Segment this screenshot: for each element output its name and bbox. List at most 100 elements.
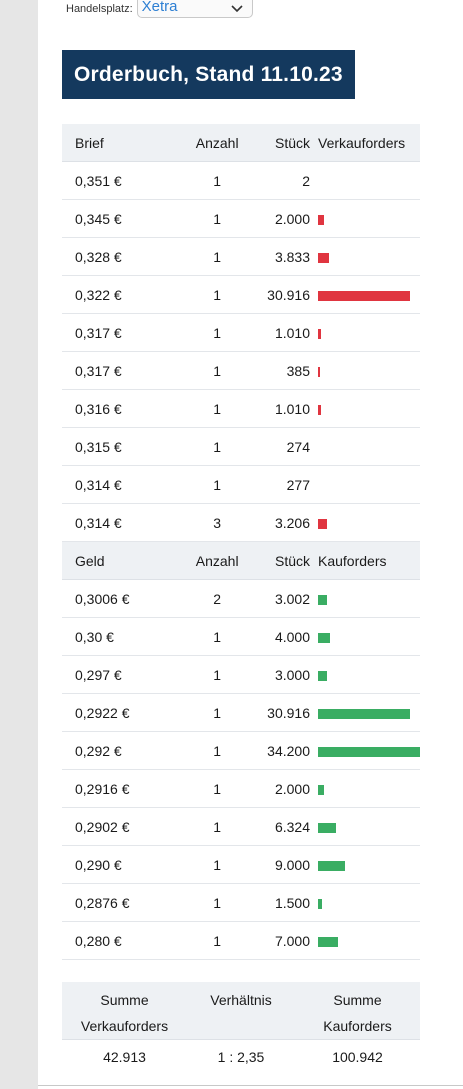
bid-volume-bar xyxy=(318,746,420,757)
ask-volume-bar xyxy=(318,290,410,301)
ask-volume-bar xyxy=(318,518,327,529)
summary-buy-total: 100.942 xyxy=(295,1039,420,1074)
ask-row: 0,317 €1 385 xyxy=(62,351,420,390)
ask-bar-cell xyxy=(318,427,420,466)
chevron-down-icon xyxy=(231,4,243,12)
bid-volume-bar xyxy=(318,670,327,681)
bid-row: 0,290 €1 9.000 xyxy=(62,845,420,884)
ask-count-cell: 1 xyxy=(181,313,253,352)
bid-price-cell: 0,297 € xyxy=(62,655,182,694)
ask-price-cell: 0,314 € xyxy=(62,465,182,504)
bid-volume-bar xyxy=(318,936,338,947)
summary-header-row: Summe Verkauforders Verhältnis Summe Kau… xyxy=(62,982,420,1040)
ask-pieces-cell: 2 xyxy=(252,161,318,200)
divider xyxy=(38,1085,463,1086)
ask-row: 0,345 €1 2.000 xyxy=(62,199,420,238)
bid-pieces-cell: 3.002 xyxy=(252,579,318,618)
ask-bar-cell xyxy=(318,275,420,314)
ask-count-cell: 1 xyxy=(181,237,253,276)
bid-row: 0,2876 €1 1.500 xyxy=(62,883,420,922)
exchange-value: Xetra xyxy=(141,0,178,15)
ask-pieces-cell: 1.010 xyxy=(252,389,318,428)
bid-header-count: Anzahl xyxy=(181,541,253,580)
ask-price-cell: 0,317 € xyxy=(62,351,182,390)
summary-buy-header: Summe Kauforders xyxy=(295,982,420,1040)
bid-row: 0,3006 €2 3.002 xyxy=(62,579,420,618)
ask-row: 0,316 €1 1.010 xyxy=(62,389,420,428)
ask-price-cell: 0,345 € xyxy=(62,199,182,238)
exchange-dropdown[interactable]: Xetra xyxy=(136,0,253,18)
orderbook-panel: Handelsplatz: Xetra Orderbuch, Stand 11.… xyxy=(38,0,463,1089)
ask-price-cell: 0,316 € xyxy=(62,389,182,428)
bid-count-cell: 1 xyxy=(181,883,253,922)
bid-pieces-cell: 4.000 xyxy=(252,617,318,656)
summary-buy-label-line2: Kauforders xyxy=(323,1018,392,1034)
ask-pieces-cell: 385 xyxy=(252,351,318,390)
bid-count-cell: 2 xyxy=(181,579,253,618)
bid-volume-bar xyxy=(318,898,322,909)
ask-header-price: Brief xyxy=(62,124,182,162)
summary-sell-label-line2: Verkauforders xyxy=(80,1018,169,1034)
orderbook-table: Brief Anzahl Stück Verkauforders 0,351 €… xyxy=(62,124,420,960)
bid-pieces-cell: 1.500 xyxy=(252,883,318,922)
bid-bar-cell xyxy=(318,579,420,618)
bid-header-pieces: Stück xyxy=(252,541,318,580)
bid-price-cell: 0,2902 € xyxy=(62,807,182,846)
bid-count-cell: 1 xyxy=(181,807,253,846)
ask-row: 0,317 €1 1.010 xyxy=(62,313,420,352)
bid-volume-bar xyxy=(318,594,327,605)
ask-bar-cell xyxy=(318,161,420,200)
bid-header-row: Geld Anzahl Stück Kauforders xyxy=(62,541,420,580)
ask-volume-bar xyxy=(318,252,329,263)
ask-price-cell: 0,322 € xyxy=(62,275,182,314)
bid-section: Geld Anzahl Stück Kauforders 0,3006 €2 3.… xyxy=(62,541,420,960)
ask-count-cell: 1 xyxy=(181,351,253,390)
bid-bar-cell xyxy=(318,807,420,846)
bid-bar-cell xyxy=(318,617,420,656)
bid-volume-bar xyxy=(318,784,324,795)
bid-bar-cell xyxy=(318,731,420,770)
ask-pieces-cell: 1.010 xyxy=(252,313,318,352)
bid-bar-cell xyxy=(318,655,420,694)
ask-count-cell: 1 xyxy=(181,389,253,428)
bid-bar-cell xyxy=(318,883,420,922)
ask-bar-cell xyxy=(318,313,420,352)
bid-count-cell: 1 xyxy=(181,845,253,884)
ask-price-cell: 0,328 € xyxy=(62,237,182,276)
bid-pieces-cell: 30.916 xyxy=(252,693,318,732)
ask-row: 0,351 €1 2 xyxy=(62,161,420,200)
bid-volume-bar xyxy=(318,822,336,833)
summary-values-row: 42.913 1 : 2,35 100.942 xyxy=(62,1039,420,1074)
ask-volume-bar xyxy=(318,328,321,339)
summary-ratio-label: Verhältnis xyxy=(210,992,272,1008)
exchange-label: Handelsplatz: xyxy=(66,3,133,15)
bid-pieces-cell: 9.000 xyxy=(252,845,318,884)
bid-pieces-cell: 6.324 xyxy=(252,807,318,846)
bid-volume-bar xyxy=(318,708,410,719)
ask-pieces-cell: 2.000 xyxy=(252,199,318,238)
ask-pieces-cell: 277 xyxy=(252,465,318,504)
ask-row: 0,315 €1 274 xyxy=(62,427,420,466)
bid-count-cell: 1 xyxy=(181,693,253,732)
ask-count-cell: 1 xyxy=(181,465,253,504)
ask-count-cell: 1 xyxy=(181,161,253,200)
ask-row: 0,322 €1 30.916 xyxy=(62,275,420,314)
bid-count-cell: 1 xyxy=(181,921,253,960)
summary-sell-header: Summe Verkauforders xyxy=(62,982,187,1040)
ask-section: Brief Anzahl Stück Verkauforders 0,351 €… xyxy=(62,124,420,542)
bid-count-cell: 1 xyxy=(181,655,253,694)
exchange-selector-row: Handelsplatz: Xetra xyxy=(66,0,253,18)
ask-header-orders: Verkauforders xyxy=(318,124,420,162)
summary-buy-label-line1: Summe xyxy=(333,992,382,1008)
ask-price-cell: 0,315 € xyxy=(62,427,182,466)
ask-header-count: Anzahl xyxy=(181,124,253,162)
ask-row: 0,328 €1 3.833 xyxy=(62,237,420,276)
bid-bar-cell xyxy=(318,769,420,808)
bid-price-cell: 0,290 € xyxy=(62,845,182,884)
ask-count-cell: 1 xyxy=(181,199,253,238)
bid-pieces-cell: 7.000 xyxy=(252,921,318,960)
bid-header-orders: Kauforders xyxy=(318,541,420,580)
ask-row: 0,314 €3 3.206 xyxy=(62,503,420,542)
ask-volume-bar xyxy=(318,366,320,377)
bid-row: 0,2922 €1 30.916 xyxy=(62,693,420,732)
